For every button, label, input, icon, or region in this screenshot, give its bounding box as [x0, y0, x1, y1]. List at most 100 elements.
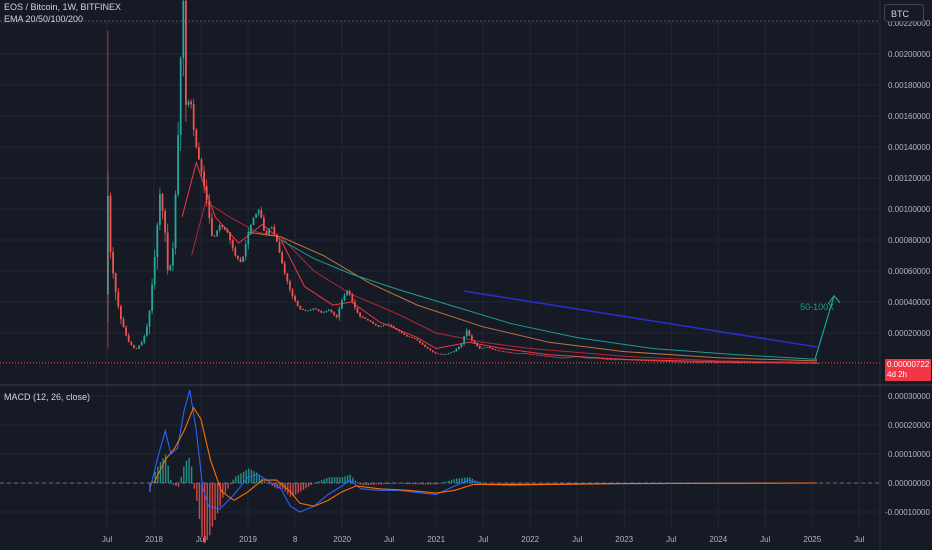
macd-histogram-bar — [495, 483, 497, 484]
time-tick-label: 2023 — [615, 535, 633, 544]
macd-histogram-bar — [437, 483, 440, 484]
macd-histogram-bar — [227, 483, 229, 489]
candle-body — [231, 240, 234, 249]
candle-body — [356, 307, 359, 313]
candle-body — [530, 354, 533, 355]
candle-body — [242, 256, 244, 262]
currency-button[interactable]: BTC — [884, 4, 924, 22]
candle-body — [320, 310, 322, 313]
arrow-label: 50-100X — [800, 302, 834, 312]
macd-histogram-bar — [427, 483, 429, 485]
candle-body — [109, 195, 112, 252]
macd-histogram-bar — [411, 483, 414, 485]
candle-body — [585, 357, 588, 359]
arrow-head — [827, 294, 841, 305]
candle-body — [387, 324, 390, 325]
candle-body — [403, 333, 406, 335]
macd-legend: MACD (12, 26, close) — [4, 392, 91, 402]
candle-body — [580, 356, 582, 358]
candle-body — [582, 357, 585, 358]
candle-body — [801, 362, 803, 364]
candle-body — [593, 357, 595, 359]
candle-body — [712, 362, 715, 363]
macd-histogram-bar — [578, 483, 580, 484]
macd-histogram-bar — [297, 483, 299, 494]
candle-body — [398, 329, 400, 332]
candle-body — [343, 295, 346, 301]
candle-body — [637, 359, 640, 361]
macd-histogram-bar — [453, 479, 455, 483]
candle-body — [762, 362, 764, 364]
macd-histogram-bar — [164, 454, 167, 483]
candle-body — [689, 361, 692, 363]
candle-body — [367, 318, 369, 321]
macd-histogram-bar — [294, 483, 297, 495]
last-price-tag: 0.00000722 4d 2h — [885, 359, 931, 381]
candle-body — [322, 311, 325, 313]
macd-histogram-bar — [539, 483, 541, 484]
macd-histogram-bar — [385, 483, 388, 485]
candle-body — [723, 362, 725, 363]
macd-histogram-bar — [206, 483, 208, 541]
candle-body — [411, 337, 413, 339]
candle-body — [268, 228, 270, 234]
macd-histogram-bar — [214, 483, 216, 520]
candle-body — [772, 362, 775, 364]
macd-histogram-bar — [505, 483, 507, 484]
macd-histogram-bar — [583, 483, 585, 484]
macd-histogram-bar — [339, 477, 341, 483]
macd-histogram-bar — [292, 483, 294, 497]
macd-histogram-bar — [489, 483, 492, 484]
candle-body — [377, 325, 380, 327]
candle-body — [510, 352, 512, 354]
macd-histogram-bar — [544, 483, 546, 484]
candle-body — [715, 362, 718, 363]
candle-body — [452, 351, 455, 353]
candle-body — [611, 359, 614, 361]
candle-body — [798, 362, 801, 364]
candle-body — [239, 258, 242, 262]
macd-histogram-bar — [203, 483, 206, 544]
candle-body — [380, 325, 382, 327]
candle-body — [208, 200, 211, 219]
price-tick-label: 0.00040000 — [888, 298, 931, 307]
candle-body — [744, 362, 746, 364]
candle-body — [616, 359, 619, 361]
time-tick-label: 2020 — [333, 535, 351, 544]
macd-histogram-bar — [570, 483, 572, 484]
candle-body — [346, 290, 348, 296]
candle-body — [788, 362, 790, 364]
candle-body — [775, 362, 777, 364]
macd-histogram-bar — [593, 483, 596, 484]
candle-body — [372, 321, 374, 324]
candle-body — [143, 335, 146, 343]
macd-histogram-bar — [541, 483, 544, 484]
candle-body — [686, 361, 689, 363]
macd-histogram-bar — [440, 483, 442, 484]
candle-body — [720, 362, 723, 363]
candle-body — [679, 361, 681, 363]
candle-body — [174, 194, 177, 249]
candle-body — [705, 362, 707, 363]
macd-histogram-bar — [151, 481, 154, 483]
candle-body — [122, 319, 125, 328]
candle-body — [536, 354, 538, 356]
candle-body — [198, 147, 200, 160]
macd-histogram-bar — [258, 474, 260, 483]
candle-body — [465, 330, 468, 337]
macd-histogram-bar — [599, 483, 601, 484]
candle-body — [226, 229, 229, 233]
macd-histogram-bar — [216, 483, 219, 514]
macd-histogram-bar — [391, 483, 393, 484]
candle-body — [341, 300, 343, 309]
candle-body — [481, 347, 484, 349]
macd-histogram-bar — [383, 483, 385, 485]
macd-histogram-bar — [531, 483, 533, 484]
candle-body — [780, 362, 783, 364]
macd-histogram-bar — [190, 466, 193, 483]
candle-body — [151, 284, 153, 312]
candle-body — [655, 360, 658, 362]
candle-body — [621, 359, 624, 361]
signal-line — [153, 406, 818, 507]
